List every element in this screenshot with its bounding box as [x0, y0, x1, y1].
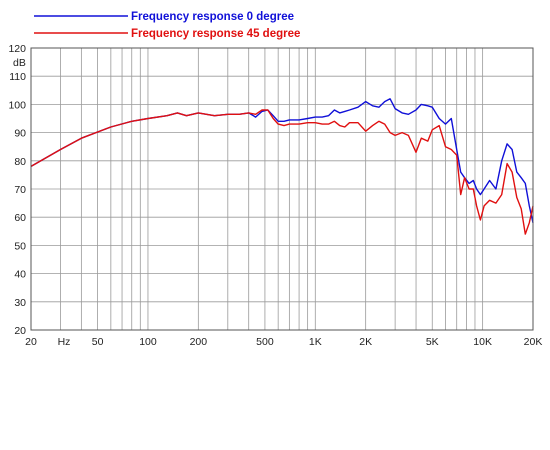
legend-label-0-degree: Frequency response 0 degree — [131, 11, 294, 23]
y-tick-label: 120 — [8, 43, 26, 55]
y-tick-label: 50 — [14, 240, 26, 252]
x-tick-label: 20 — [25, 336, 37, 348]
y-tick-label: 20 — [14, 325, 26, 337]
plot-frame — [30, 47, 534, 331]
y-tick-label: 60 — [14, 212, 26, 224]
x-tick-label: 200 — [190, 336, 208, 348]
y-tick-label: 40 — [14, 269, 26, 281]
x-tick-label: 20K — [524, 336, 543, 348]
x-axis-label: Hz — [58, 336, 71, 348]
y-tick-label: 30 — [14, 297, 26, 309]
y-tick-label: 100 — [8, 99, 26, 111]
x-tick-label: 1K — [309, 336, 322, 348]
x-tick-label: 500 — [256, 336, 274, 348]
series-lines — [30, 98, 534, 235]
y-tick-label: 70 — [14, 184, 26, 196]
x-tick-label: 2K — [359, 336, 372, 348]
y-tick-label: 90 — [14, 128, 26, 140]
legend: Frequency response 0 degree Frequency re… — [34, 11, 300, 40]
y-axis-ticks: 20 30 40 50 60 70 80 90 100 110 120 — [8, 43, 26, 337]
x-axis-ticks: 20 50 100 200 500 1K 2K 5K 10K 20K Hz — [25, 336, 542, 348]
x-tick-label: 100 — [139, 336, 157, 348]
legend-label-45-degree: Frequency response 45 degree — [131, 28, 300, 40]
y-tick-label: 110 — [9, 71, 26, 83]
y-tick-label: 80 — [14, 156, 26, 168]
x-tick-label: 10K — [473, 336, 492, 348]
grid — [30, 47, 534, 331]
y-axis-label: dB — [13, 57, 26, 69]
series-line-45-degree — [30, 109, 534, 235]
x-tick-label: 50 — [92, 336, 104, 348]
x-tick-label: 5K — [426, 336, 439, 348]
